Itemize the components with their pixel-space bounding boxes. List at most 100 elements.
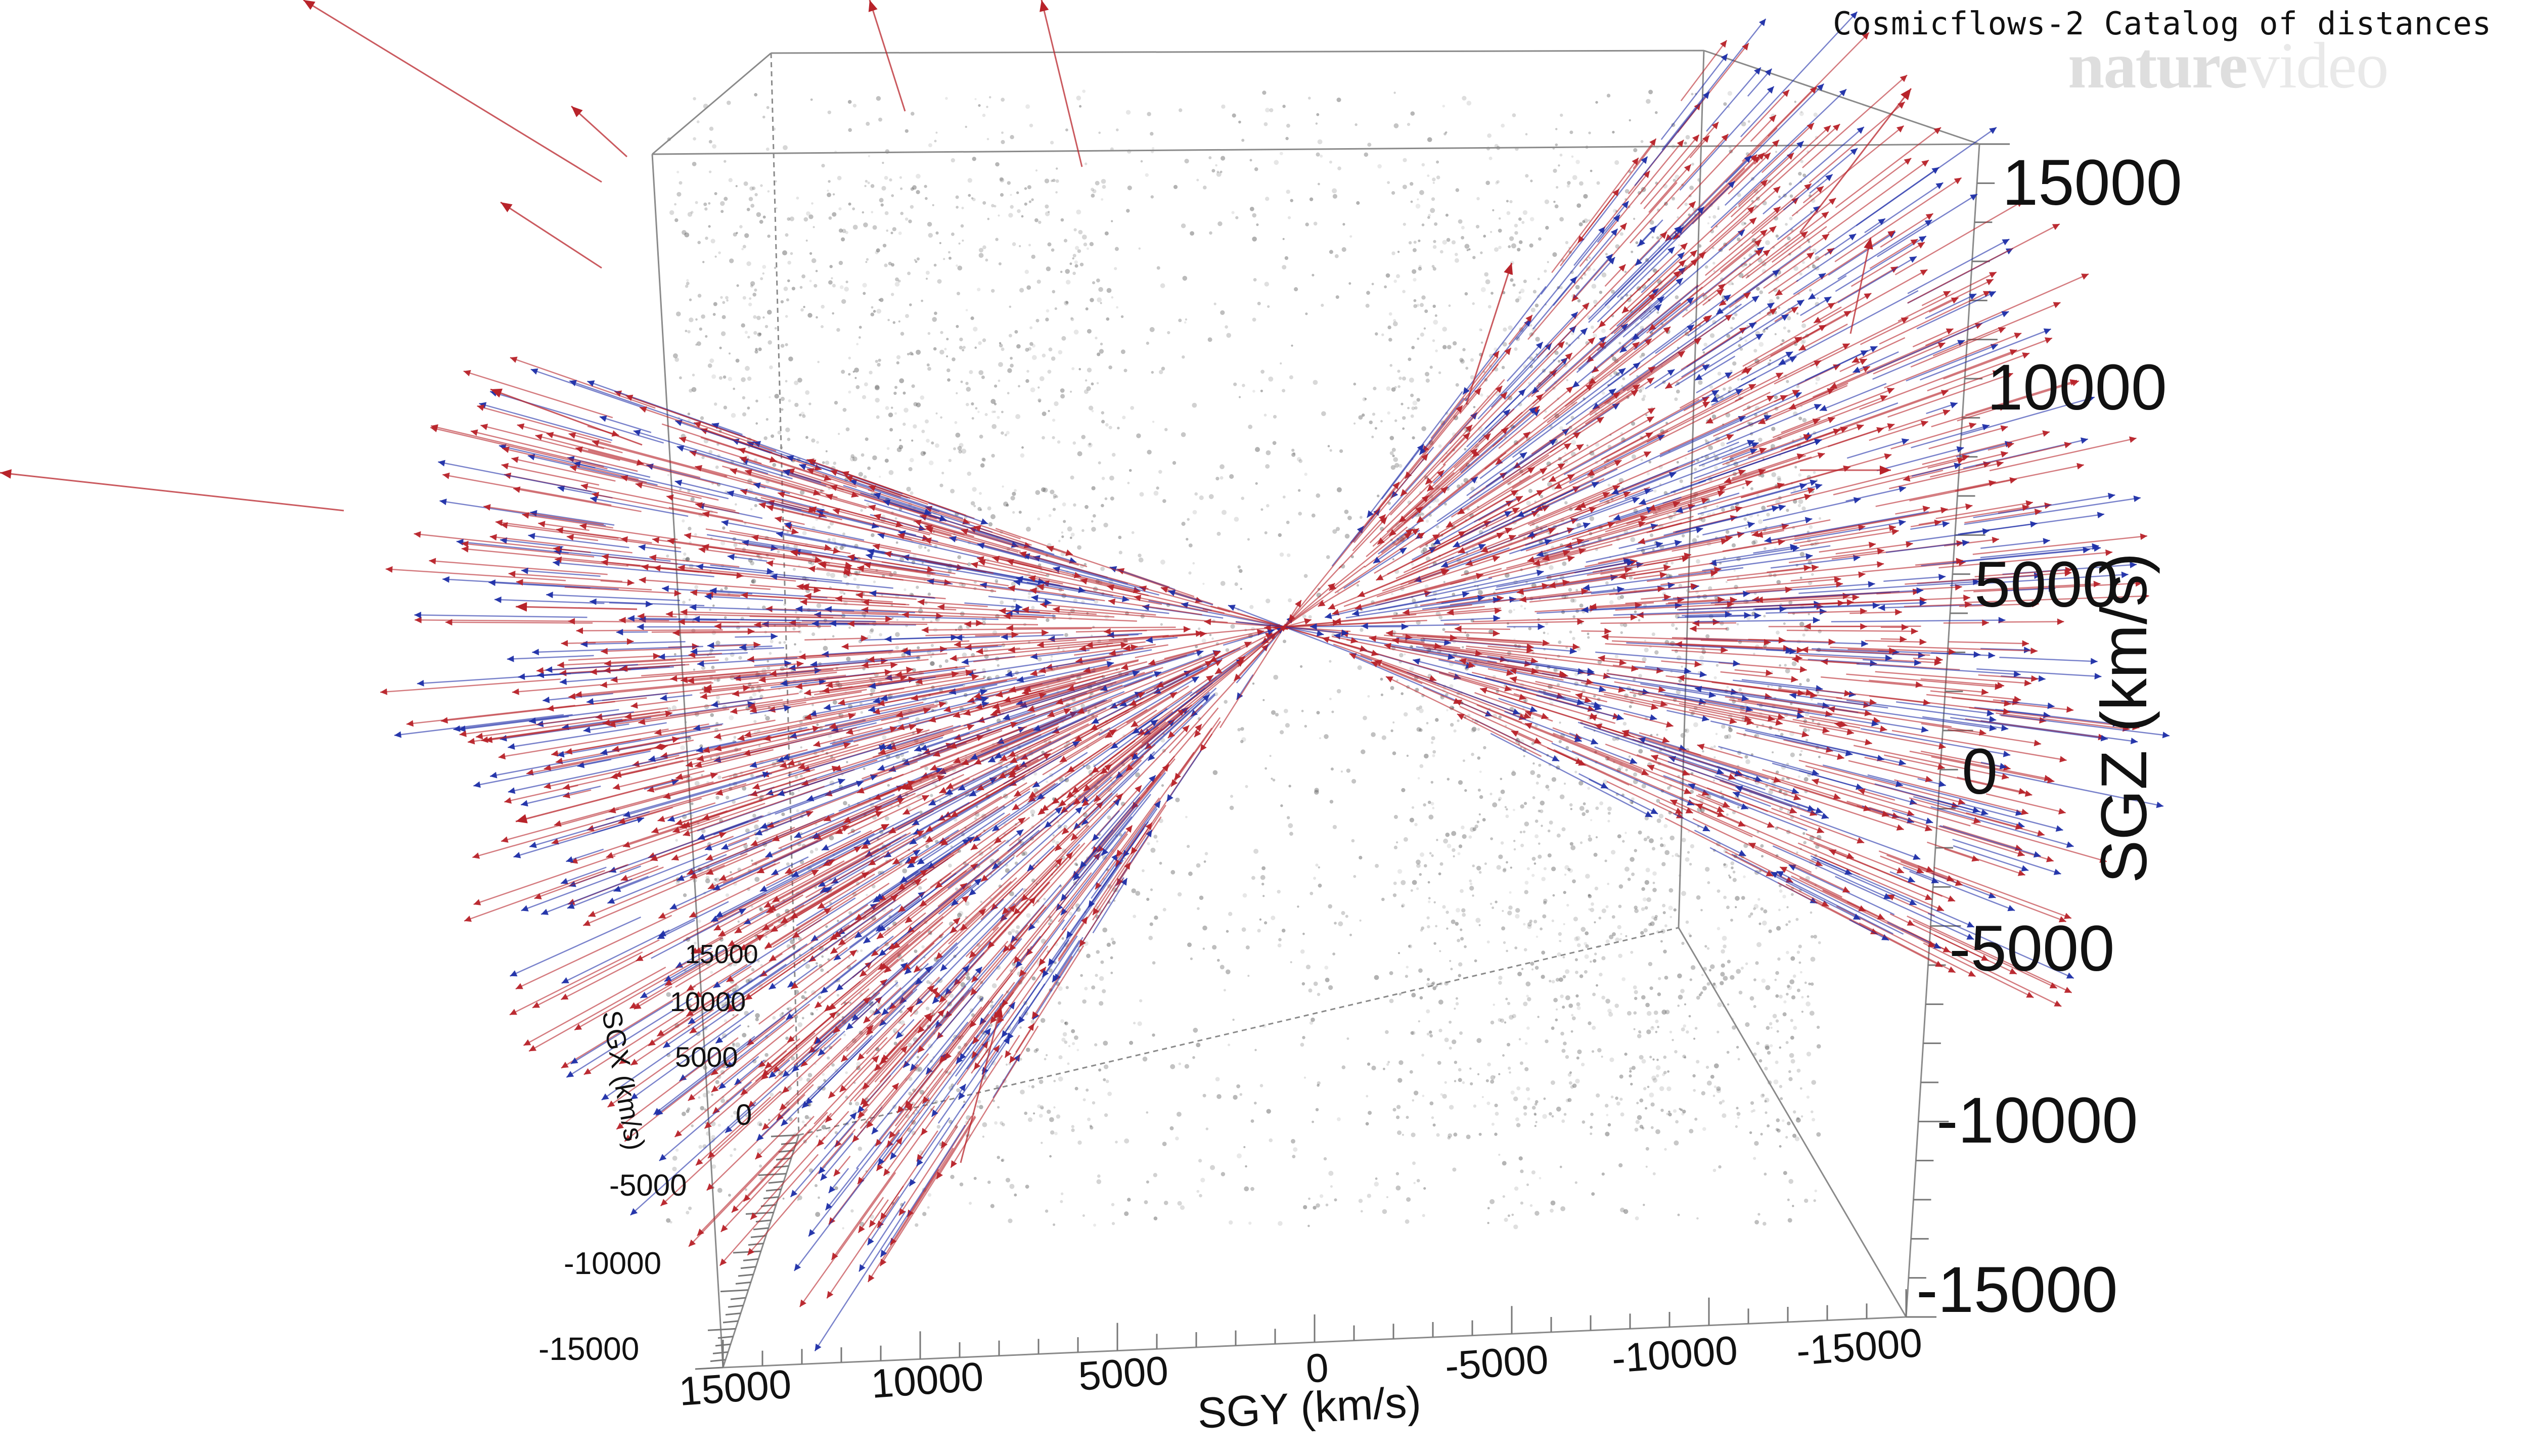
galaxy-point xyxy=(917,646,920,650)
galaxy-point xyxy=(1589,516,1595,521)
galaxy-point xyxy=(1261,866,1266,871)
galaxy-point xyxy=(1737,1116,1740,1119)
galaxy-point xyxy=(1237,565,1241,569)
galaxy-point xyxy=(1663,949,1667,953)
galaxy-point xyxy=(1439,250,1443,254)
galaxy-cloud xyxy=(666,89,1822,1230)
galaxy-point xyxy=(1461,908,1466,913)
galaxy-point xyxy=(1793,266,1798,271)
galaxy-point xyxy=(1123,369,1127,373)
galaxy-point xyxy=(1016,344,1021,349)
galaxy-point xyxy=(1060,1019,1064,1023)
galaxy-point xyxy=(1076,863,1078,866)
galaxy-point xyxy=(1260,370,1265,374)
galaxy-point xyxy=(1056,167,1058,170)
galaxy-point xyxy=(1515,914,1520,919)
galaxy-point xyxy=(1652,1172,1656,1175)
galaxy-point xyxy=(792,627,796,630)
galaxy-point xyxy=(1078,368,1081,371)
galaxy-point xyxy=(1446,238,1451,242)
galaxy-point xyxy=(1018,511,1022,514)
galaxy-point xyxy=(1256,223,1259,226)
galaxy-point xyxy=(687,413,691,416)
galaxy-point xyxy=(1408,944,1412,948)
galaxy-point xyxy=(1045,204,1049,209)
galaxy-point xyxy=(1085,162,1088,165)
galaxy-point xyxy=(1565,1055,1569,1059)
galaxy-point xyxy=(1187,518,1190,521)
galaxy-point xyxy=(1593,333,1597,338)
galaxy-point xyxy=(1408,945,1411,948)
galaxy-point xyxy=(1150,131,1154,136)
galaxy-point xyxy=(1638,389,1642,393)
galaxy-point xyxy=(752,692,757,697)
galaxy-point xyxy=(1693,1089,1696,1092)
galaxy-point xyxy=(863,292,866,295)
galaxy-point xyxy=(1668,1110,1671,1113)
galaxy-point xyxy=(1563,783,1566,785)
galaxy-point xyxy=(1518,240,1523,244)
galaxy-point xyxy=(1715,733,1718,736)
galaxy-point xyxy=(1474,825,1478,829)
galaxy-point xyxy=(1070,532,1075,537)
galaxy-point xyxy=(710,971,713,974)
galaxy-point xyxy=(1250,1187,1254,1191)
galaxy-point xyxy=(1794,101,1796,103)
galaxy-point xyxy=(1655,1129,1660,1134)
galaxy-point xyxy=(1271,710,1276,715)
galaxy-point xyxy=(1713,745,1716,748)
galaxy-point xyxy=(1406,754,1409,757)
galaxy-point xyxy=(1389,998,1394,1004)
galaxy-point xyxy=(721,315,726,320)
galaxy-point xyxy=(1076,96,1081,101)
galaxy-point xyxy=(1537,1016,1540,1018)
galaxy-point xyxy=(1477,590,1483,596)
galaxy-point xyxy=(1518,1156,1523,1161)
galaxy-point xyxy=(724,1019,728,1023)
galaxy-point xyxy=(1416,1179,1420,1182)
galaxy-point xyxy=(787,260,791,265)
galaxy-point xyxy=(1055,191,1058,194)
galaxy-point xyxy=(1578,781,1584,786)
galaxy-point xyxy=(1531,968,1534,971)
galaxy-point xyxy=(1591,1192,1595,1196)
galaxy-point xyxy=(888,470,894,475)
galaxy-point xyxy=(1254,167,1258,171)
galaxy-point xyxy=(1534,1103,1538,1106)
galaxy-point xyxy=(715,465,719,469)
galaxy-point xyxy=(755,1013,760,1018)
galaxy-point xyxy=(1008,213,1013,218)
galaxy-point xyxy=(1681,1112,1685,1116)
galaxy-point xyxy=(1469,886,1474,891)
galaxy-point xyxy=(1078,230,1083,235)
galaxy-point xyxy=(1694,1027,1698,1030)
galaxy-point xyxy=(873,580,876,583)
galaxy-point xyxy=(934,311,937,315)
galaxy-point xyxy=(1768,929,1772,933)
galaxy-point xyxy=(1712,261,1716,265)
galaxy-point xyxy=(694,781,700,786)
galaxy-point xyxy=(797,1199,799,1201)
galaxy-point xyxy=(1745,1022,1750,1027)
galaxy-point xyxy=(1799,682,1802,686)
galaxy-point xyxy=(1089,242,1094,246)
galaxy-point xyxy=(1348,282,1351,285)
galaxy-point xyxy=(936,1125,941,1129)
galaxy-point xyxy=(1190,957,1193,961)
galaxy-point xyxy=(875,397,880,403)
galaxy-point xyxy=(1680,988,1685,993)
galaxy-point xyxy=(733,1148,737,1151)
galaxy-point xyxy=(1534,834,1539,839)
galaxy-point xyxy=(1298,512,1302,516)
galaxy-point xyxy=(833,462,837,465)
galaxy-point xyxy=(1572,636,1575,641)
galaxy-point xyxy=(1813,471,1816,474)
galaxy-point xyxy=(1344,510,1349,514)
galaxy-point xyxy=(848,128,852,132)
galaxy-point xyxy=(1282,389,1286,393)
galaxy-point xyxy=(1727,960,1731,964)
galaxy-point xyxy=(1071,1128,1075,1132)
galaxy-point xyxy=(1401,402,1404,405)
galaxy-point xyxy=(1050,489,1055,494)
galaxy-point xyxy=(738,656,742,660)
